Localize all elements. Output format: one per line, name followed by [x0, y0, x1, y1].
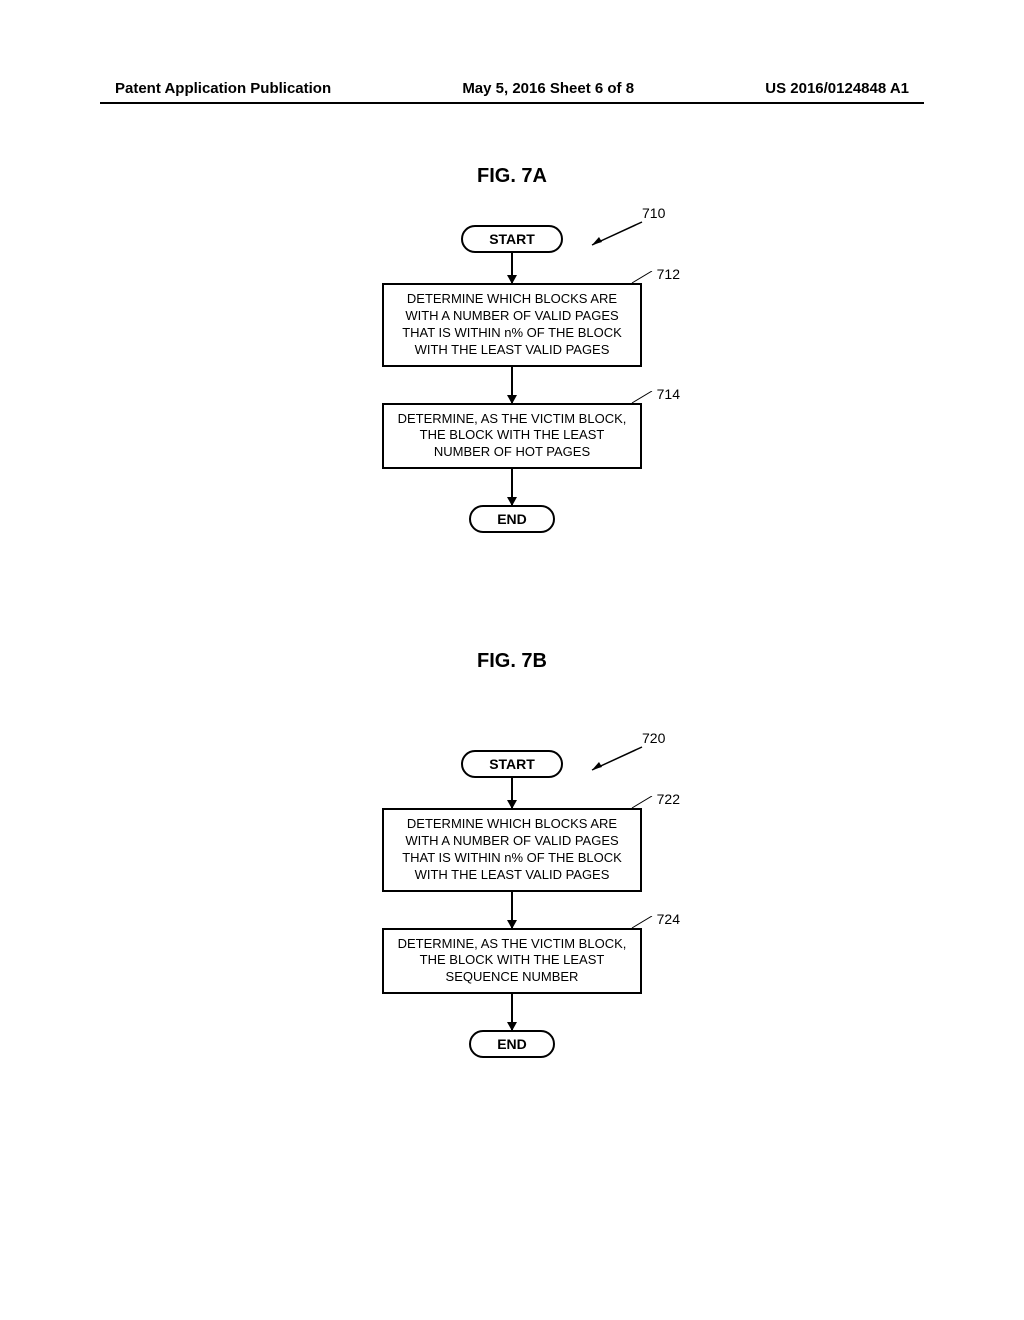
ref-label-b-722: 722 [657, 790, 680, 808]
arrow-a1 [511, 253, 513, 283]
ref-tick-icon [630, 916, 654, 930]
ref-label-main-b: 720 [642, 730, 665, 746]
ref-leader-b [587, 745, 647, 775]
end-a: END [469, 505, 555, 533]
ref-label-a-712: 712 [657, 265, 680, 283]
start-a: START [461, 225, 563, 253]
arrow-b2 [511, 892, 513, 928]
end-b: END [469, 1030, 555, 1058]
ref-leader-a [587, 220, 647, 250]
ref-label-b-724: 724 [657, 910, 680, 928]
process-a-step2: DETERMINE, AS THE VICTIM BLOCK, THE BLOC… [382, 403, 642, 470]
figure-b-title: FIG. 7B [0, 650, 1024, 673]
figure-a-title: FIG. 7A [0, 165, 1024, 188]
process-b-step2: DETERMINE, AS THE VICTIM BLOCK, THE BLOC… [382, 928, 642, 995]
arrow-a3 [511, 469, 513, 505]
ref-label-a-714: 714 [657, 385, 680, 403]
arrow-b3 [511, 994, 513, 1030]
header-left: Patent Application Publication [115, 80, 331, 97]
process-b-step1: DETERMINE WHICH BLOCKS ARE WITH A NUMBER… [382, 808, 642, 892]
ref-tick-icon [630, 796, 654, 810]
ref-label-main-a: 710 [642, 205, 665, 221]
flowchart-b: 720 START DETERMINE WHICH BLOCKS ARE WIT… [0, 750, 1024, 1058]
header-rule [100, 102, 924, 104]
ref-tick-icon [630, 391, 654, 405]
process-a-step1: DETERMINE WHICH BLOCKS ARE WITH A NUMBER… [382, 283, 642, 367]
flowchart-a: 710 START DETERMINE WHICH BLOCKS ARE WIT… [0, 225, 1024, 533]
arrow-b1 [511, 778, 513, 808]
header-right: US 2016/0124848 A1 [765, 80, 909, 97]
arrow-a2 [511, 367, 513, 403]
ref-tick-icon [630, 271, 654, 285]
header-center: May 5, 2016 Sheet 6 of 8 [462, 80, 634, 97]
page-header: Patent Application Publication May 5, 20… [0, 80, 1024, 97]
start-b: START [461, 750, 563, 778]
